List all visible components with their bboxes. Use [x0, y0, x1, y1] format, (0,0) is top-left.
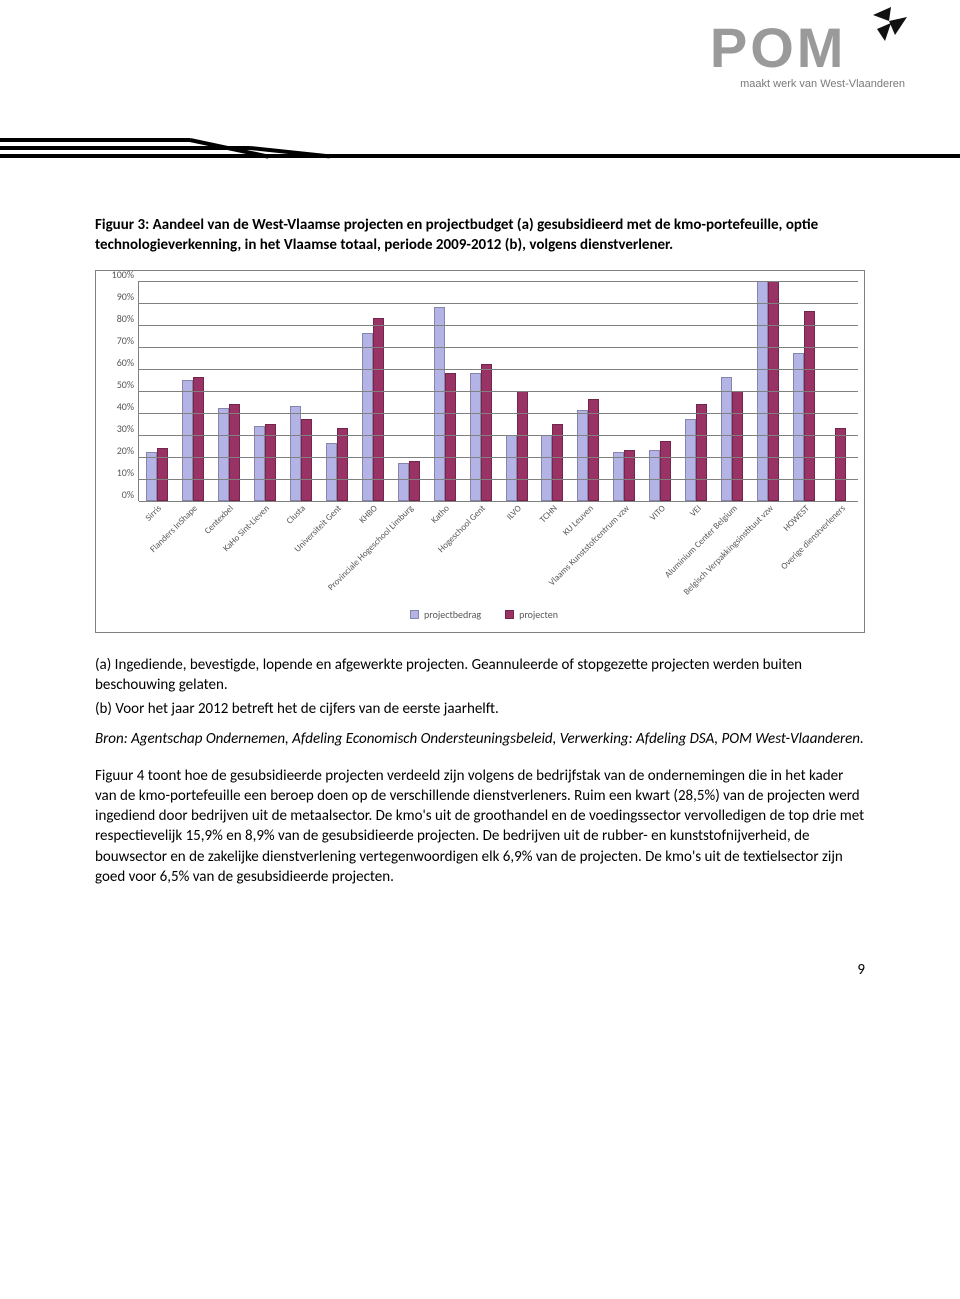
bar [517, 391, 528, 501]
bar [290, 406, 301, 501]
logo: POM maakt werk van West-Vlaanderen [710, 20, 905, 90]
bar [506, 435, 517, 501]
bar [193, 377, 204, 500]
legend: projectbedrag projecten [102, 606, 858, 626]
x-axis: SirrisFlanders InShapeCentexbelKaHo Sint… [138, 501, 858, 606]
bar [434, 307, 445, 501]
y-axis: 100%90%80%70%60%50%40%30%20%10%0% [102, 281, 138, 501]
bar [696, 404, 707, 501]
bar [229, 404, 240, 501]
bar [470, 373, 481, 501]
legend-item: projectbedrag [402, 608, 481, 621]
bar [660, 441, 671, 500]
note-b: (b) Voor het jaar 2012 betreft het de ci… [95, 699, 865, 719]
bar [146, 452, 157, 500]
figure-caption: Figuur 3: Aandeel van de West-Vlaamse pr… [95, 215, 865, 256]
note-a: (a) Ingediende, bevestigde, lopende en a… [95, 655, 865, 696]
x-tick-label: VITO [648, 503, 668, 523]
bar [613, 452, 624, 500]
source: Bron: Agentschap Ondernemen, Afdeling Ec… [95, 729, 865, 749]
bar [326, 443, 337, 500]
x-tick-label: TCHN [538, 503, 560, 525]
chart: 100%90%80%70%60%50%40%30%20%10%0% Sirris… [95, 270, 865, 633]
content: Figuur 3: Aandeel van de West-Vlaamse pr… [0, 165, 960, 887]
bar [732, 391, 743, 501]
bar [445, 373, 456, 501]
logo-tagline: maakt werk van West-Vlaanderen [710, 78, 905, 90]
bar [362, 333, 373, 500]
bar [301, 419, 312, 500]
logo-letters: POM [710, 16, 847, 79]
x-tick-label: KHBO [357, 503, 380, 526]
bar [685, 419, 696, 500]
bar [409, 461, 420, 501]
x-tick-label: VEI [688, 503, 704, 519]
bar [835, 428, 846, 501]
x-tick-label: Sirris [143, 503, 164, 524]
x-tick-label: HOWEST [781, 503, 812, 534]
page: POM maakt werk van West-Vlaanderen Figuu… [0, 0, 960, 1009]
bar [254, 426, 265, 501]
bar [804, 311, 815, 500]
bar [337, 428, 348, 501]
bar [481, 364, 492, 500]
page-number: 9 [0, 901, 960, 1009]
bar [398, 463, 409, 500]
bar [218, 408, 229, 500]
bar [577, 410, 588, 500]
body-paragraph: Figuur 4 toont hoe de gesubsidieerde pro… [95, 766, 865, 888]
bar [541, 435, 552, 501]
plot-area [138, 281, 858, 501]
bar [721, 377, 732, 500]
x-tick-label: Clusta [284, 503, 308, 527]
x-tick-label: Katho [429, 503, 452, 526]
x-tick-label: ILVO [504, 503, 523, 522]
header-lines [0, 138, 960, 162]
page-header: POM maakt werk van West-Vlaanderen [0, 0, 960, 165]
legend-item: projecten [497, 608, 558, 621]
bar [182, 380, 193, 501]
logo-icon [869, 0, 909, 38]
bar [373, 318, 384, 501]
logo-text: POM [710, 20, 905, 76]
bar [588, 399, 599, 500]
